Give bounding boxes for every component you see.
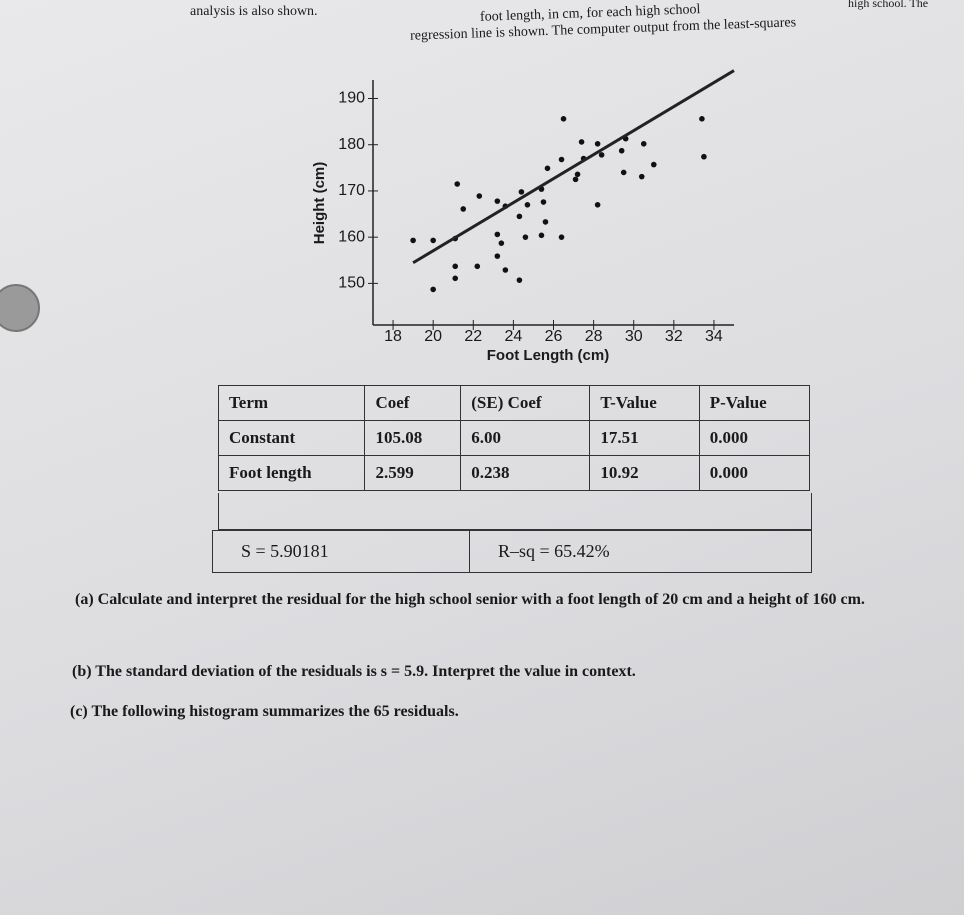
table-cell: 0.000 (698, 455, 811, 491)
header-text: high school. The (848, 0, 929, 10)
point (454, 181, 461, 187)
table-cell: 17.51 (589, 420, 700, 456)
point (494, 231, 501, 238)
x-axis-label: Foot Length (cm) (487, 347, 609, 364)
table-cell: P-Value (698, 385, 811, 421)
point (474, 263, 481, 270)
point (410, 237, 416, 244)
x-tick-label: 26 (545, 328, 563, 345)
point (522, 234, 529, 240)
point (538, 232, 545, 239)
point (518, 189, 525, 195)
point (574, 171, 581, 178)
point (699, 116, 705, 122)
y-axis-label: Height (cm) (311, 162, 328, 245)
table-cell: 6.00 (460, 420, 591, 456)
chart: Foot Length (cm) Height (cm) 150 160 170 18… (311, 69, 735, 364)
x-tick-label: 30 (625, 328, 643, 345)
table-cell: Constant (217, 420, 366, 456)
point (516, 277, 523, 283)
table-body: Term Coef (SE) Coef T-Value P-Value Constant 1… (217, 385, 811, 491)
point (502, 267, 509, 273)
table-cell: 0.000 (698, 420, 811, 456)
point (560, 116, 567, 122)
table-cell: 10.92 (589, 455, 700, 491)
table-cell: 105.08 (364, 420, 462, 456)
point (476, 193, 483, 199)
question: (c) The following histogram summarizes t… (70, 703, 459, 720)
table-row: Foot length 2.599 0.238 10.92 0.000 (217, 455, 811, 491)
table-cell: T-Value (589, 385, 700, 421)
point (572, 176, 579, 183)
point (452, 275, 459, 282)
table-cell: (SE) Coef (460, 385, 591, 421)
point (498, 240, 505, 246)
s-value: S = 5.90181 (213, 531, 470, 572)
table-cell: 0.238 (460, 455, 591, 491)
x-tick-label: 28 (585, 328, 603, 345)
point (598, 152, 605, 158)
regression-line (412, 69, 735, 265)
point (558, 156, 565, 163)
point (594, 140, 601, 147)
point (558, 234, 565, 240)
table-cell: 2.599 (364, 455, 462, 491)
x-tick-label: 20 (424, 328, 442, 345)
y-tick-label: 180 (338, 136, 365, 153)
point (494, 198, 501, 204)
y-tick-label: 160 (338, 228, 365, 245)
r-sq-value: R–sq = 65.42% (498, 541, 610, 561)
y-tick-label: 170 (338, 182, 365, 199)
y-tick-label: 190 (338, 90, 365, 107)
point (542, 219, 549, 225)
point (494, 253, 501, 259)
question: (a) Calculate and interpret the residual… (75, 591, 865, 608)
point (640, 140, 647, 147)
point (430, 237, 436, 244)
table-cell: Term (217, 385, 366, 421)
point (516, 213, 523, 220)
point (618, 147, 625, 154)
hole-punch (0, 284, 40, 332)
header-text: analysis is also shown. (190, 4, 318, 19)
point (430, 286, 436, 293)
point (460, 206, 467, 212)
y-tick-label: 150 (338, 275, 365, 292)
regression-table: Term Coef (SE) Coef T-Value P-Value Constant 1… (217, 385, 811, 491)
x-tick-label: 18 (384, 328, 402, 345)
x-tick-label: 24 (504, 328, 522, 345)
point (524, 202, 531, 208)
table-cell: Foot length (217, 455, 366, 491)
summary-row: S = 5.90181 R–sq = 65.42% (212, 530, 812, 573)
x-tick-label: 32 (665, 328, 683, 345)
x-tick-label: 22 (464, 328, 482, 345)
question: (b) The standard deviation of the residu… (72, 663, 636, 680)
point (638, 173, 645, 180)
point (578, 139, 585, 145)
point (620, 169, 627, 176)
point (452, 263, 459, 270)
table-cell: Coef (364, 385, 462, 421)
point (650, 161, 657, 168)
x-tick-label: 34 (705, 328, 723, 345)
point (544, 165, 551, 172)
table-row: Constant 105.08 6.00 17.51 0.000 (217, 420, 811, 456)
table-row: Term Coef (SE) Coef T-Value P-Value (217, 385, 811, 421)
point (701, 153, 707, 160)
point (594, 202, 601, 208)
table-gap (218, 493, 812, 530)
point (540, 199, 547, 205)
